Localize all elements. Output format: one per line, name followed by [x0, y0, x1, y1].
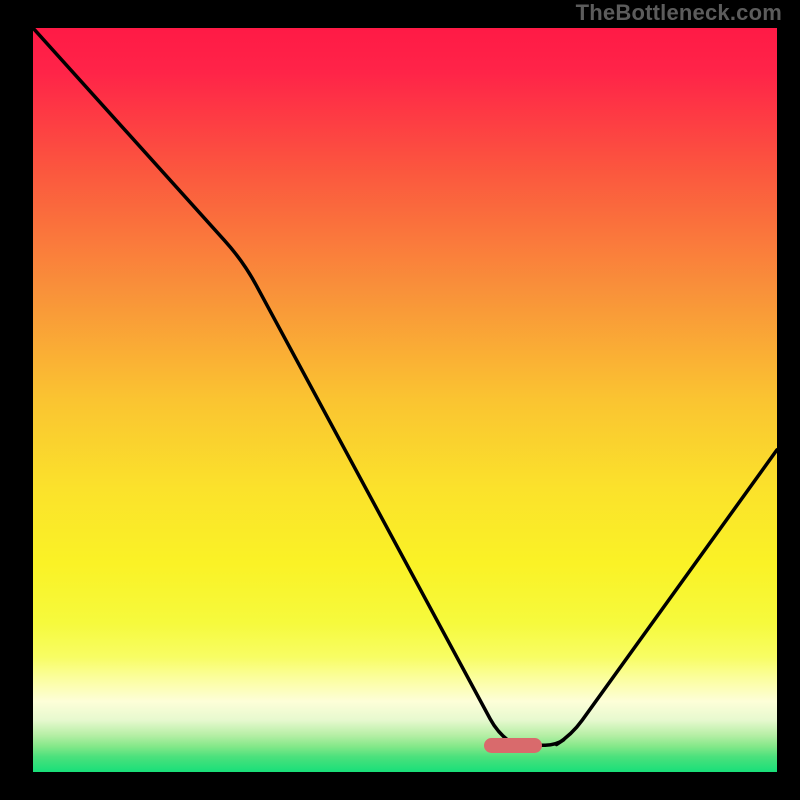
- frame-bottom: [0, 772, 800, 800]
- frame-left: [0, 0, 33, 800]
- frame-right: [777, 0, 800, 800]
- plot-area: [33, 28, 777, 772]
- watermark: TheBottleneck.com: [576, 0, 782, 26]
- optimal-marker: [484, 738, 542, 753]
- bottleneck-curve: [33, 28, 777, 772]
- chart-root: { "meta": { "watermark_text": "TheBottle…: [0, 0, 800, 800]
